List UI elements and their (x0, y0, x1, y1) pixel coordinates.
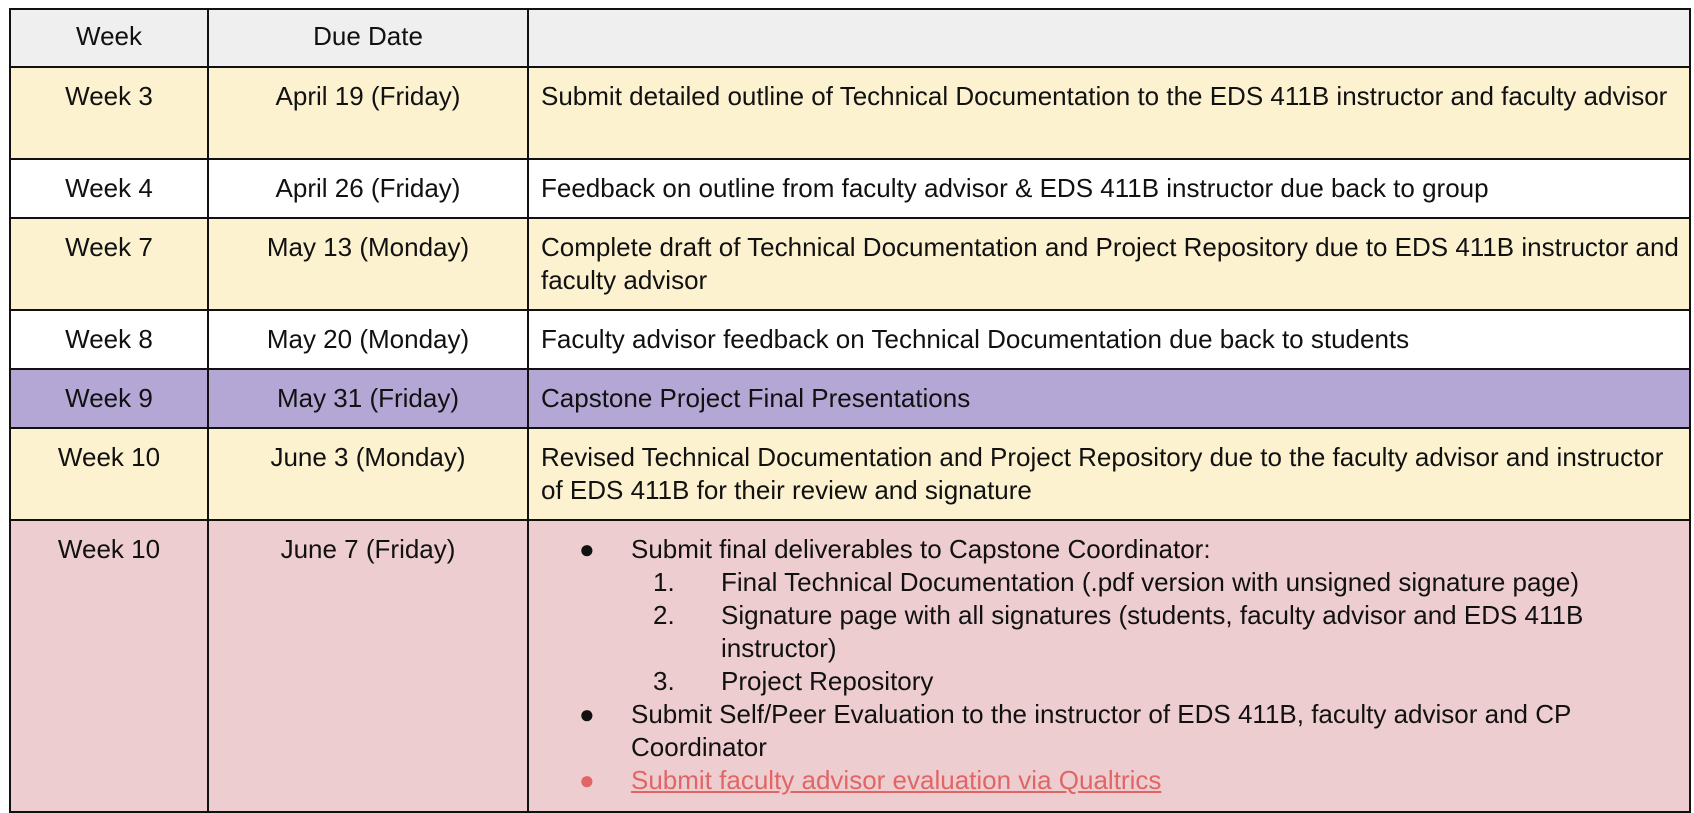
task-cell: Faculty advisor feedback on Technical Do… (527, 309, 1691, 370)
list-item-text: Submit Self/Peer Evaluation to the instr… (631, 699, 1571, 762)
due-date-cell: May 31 (Friday) (207, 368, 529, 429)
list-item-text: Submit final deliverables to Capstone Co… (631, 534, 1211, 564)
due-date-cell: June 3 (Monday) (207, 427, 529, 521)
due-date-cell: June 7 (Friday) (207, 519, 529, 813)
task-cell: Submit detailed outline of Technical Doc… (527, 66, 1691, 160)
deadline-schedule-table: Week Due Date Week 3 April 19 (Friday) S… (9, 8, 1691, 813)
task-cell: Complete draft of Technical Documentatio… (527, 217, 1691, 311)
due-date-cell: April 26 (Friday) (207, 158, 529, 219)
bullet-icon: ● (579, 765, 595, 795)
table-row: Week 9 May 31 (Friday) Capstone Project … (9, 368, 1691, 429)
bullet-icon: ● (579, 534, 595, 564)
table-row: Week 10 June 7 (Friday) ● Submit final d… (9, 519, 1691, 813)
list-item: ● Submit faculty advisor evaluation via … (541, 764, 1679, 797)
list-item: 3. Project Repository (653, 666, 934, 696)
week-cell: Week 9 (9, 368, 209, 429)
table-row: Week 7 May 13 (Monday) Complete draft of… (9, 217, 1691, 311)
numbered-list: 1. Final Technical Documentation (.pdf ve… (631, 566, 1679, 698)
task-cell: Capstone Project Final Presentations (527, 368, 1691, 429)
header-due-date: Due Date (207, 8, 529, 68)
week-cell: Week 10 (9, 427, 209, 521)
header-row: Week Due Date (9, 8, 1691, 68)
due-date-cell: May 13 (Monday) (207, 217, 529, 311)
table-row: Week 4 April 26 (Friday) Feedback on out… (9, 158, 1691, 219)
week-cell: Week 3 (9, 66, 209, 160)
due-date-cell: May 20 (Monday) (207, 309, 529, 370)
week-cell: Week 7 (9, 217, 209, 311)
list-item: 2. Signature page with all signatures (st… (653, 600, 1584, 663)
table-row: Week 10 June 3 (Monday) Revised Technica… (9, 427, 1691, 521)
header-week: Week (9, 8, 209, 68)
list-item: ● Submit final deliverables to Capstone … (541, 533, 1679, 698)
week-cell: Week 4 (9, 158, 209, 219)
deliverables-list: ● Submit final deliverables to Capstone … (541, 533, 1679, 797)
table-row: Week 3 April 19 (Friday) Submit detailed… (9, 66, 1691, 160)
header-task (527, 8, 1691, 68)
week-cell: Week 10 (9, 519, 209, 813)
qualtrics-evaluation-link[interactable]: Submit faculty advisor evaluation via Qu… (631, 765, 1162, 795)
task-cell: Feedback on outline from faculty advisor… (527, 158, 1691, 219)
week-cell: Week 8 (9, 309, 209, 370)
bullet-icon: ● (579, 699, 595, 729)
list-item: 1. Final Technical Documentation (.pdf ve… (653, 567, 1580, 597)
table-row: Week 8 May 20 (Monday) Faculty advisor f… (9, 309, 1691, 370)
due-date-cell: April 19 (Friday) (207, 66, 529, 160)
list-item: ● Submit Self/Peer Evaluation to the ins… (541, 698, 1679, 764)
task-cell: ● Submit final deliverables to Capstone … (527, 519, 1691, 813)
task-cell: Revised Technical Documentation and Proj… (527, 427, 1691, 521)
